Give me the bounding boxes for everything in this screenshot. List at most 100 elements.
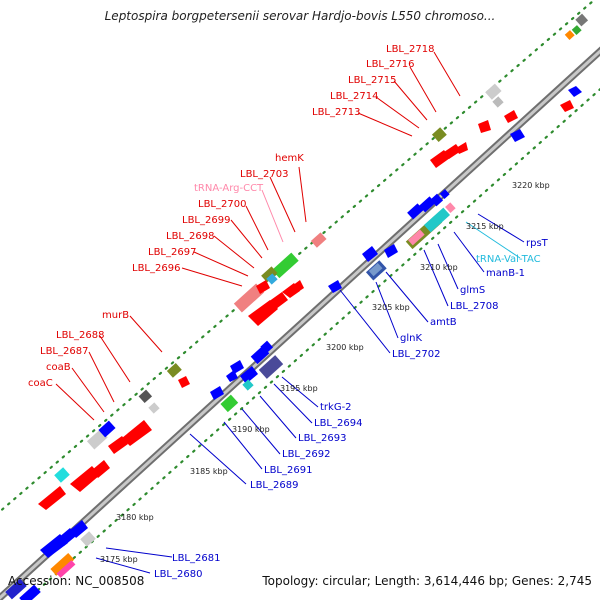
scale-labels: 3175 kbp 3180 kbp 3185 kbp 3190 kbp 3195… <box>100 181 550 564</box>
reverse-gene-arrow <box>362 246 378 262</box>
gene-label-LBL_2688[interactable]: LBL_2688 <box>56 330 104 341</box>
scale-label: 3205 kbp <box>372 303 410 312</box>
scale-label: 3190 kbp <box>232 425 270 434</box>
topology-summary: Topology: circular; Length: 3,614,446 bp… <box>262 574 592 588</box>
gene-label-LBL_2716[interactable]: LBL_2716 <box>366 59 414 70</box>
gene-arrow <box>504 110 518 123</box>
gene-label-LBL_2693[interactable]: LBL_2693 <box>298 433 346 444</box>
gene-arrow <box>122 420 152 446</box>
gene-label-LBL_2689[interactable]: LBL_2689 <box>250 480 298 491</box>
gene-label-LBL_2714[interactable]: LBL_2714 <box>330 91 378 102</box>
scale-label: 3200 kbp <box>326 343 364 352</box>
gene-box <box>571 25 582 35</box>
gene-box <box>368 263 383 277</box>
gene-box <box>310 232 327 248</box>
gene-label-glnK[interactable]: glnK <box>400 333 422 344</box>
gene-label-LBL_2694[interactable]: LBL_2694 <box>314 418 362 429</box>
gene-label-LBL_2681[interactable]: LBL_2681 <box>172 553 220 564</box>
gene-box <box>408 229 425 246</box>
gene-label-rpsT[interactable]: rpsT <box>526 238 549 249</box>
gene-box <box>5 578 27 600</box>
gene-label-LBL_2692[interactable]: LBL_2692 <box>282 449 330 460</box>
gene-box <box>233 283 265 313</box>
gene-label-LBL_2687[interactable]: LBL_2687 <box>40 346 88 357</box>
gene-arrow <box>248 300 278 326</box>
gene-label-LBL_2699[interactable]: LBL_2699 <box>182 215 230 226</box>
gene-arrow <box>256 280 270 294</box>
gene-box <box>80 531 96 547</box>
gene-label-amtB[interactable]: amtB <box>430 317 457 328</box>
gene-label-LBL_2718[interactable]: LBL_2718 <box>386 44 434 55</box>
gene-box <box>485 83 502 100</box>
scale-label: 3215 kbp <box>466 222 504 231</box>
reverse-tick-track <box>25 87 600 600</box>
gene-arrow <box>292 280 304 292</box>
gene-box <box>56 560 76 578</box>
gene-box <box>138 389 153 404</box>
gene-label-manB-1[interactable]: manB-1 <box>486 268 525 279</box>
gene-box <box>166 363 182 378</box>
gene-label-LBL_2696[interactable]: LBL_2696 <box>132 263 180 274</box>
gene-label-LBL_2702[interactable]: LBL_2702 <box>392 349 440 360</box>
scale-label: 3220 kbp <box>512 181 550 190</box>
gene-label-tRNA-Val-TAC[interactable]: tRNA-Val-TAC <box>476 254 541 265</box>
gene-box <box>258 355 284 379</box>
gene-label-glmS[interactable]: glmS <box>460 285 485 296</box>
gene-label-coaB[interactable]: coaB <box>46 362 71 373</box>
gene-box <box>50 552 75 576</box>
reverse-gene-arrow <box>226 370 238 382</box>
gene-label-LBL_2691[interactable]: LBL_2691 <box>264 465 312 476</box>
gene-arrow <box>560 100 574 112</box>
callout-lines <box>55 51 525 574</box>
backbone <box>0 46 600 600</box>
gene-arrow <box>178 376 190 388</box>
gene-arrow <box>478 120 491 133</box>
gene-label-LBL_2715[interactable]: LBL_2715 <box>348 75 396 86</box>
scale-label: 3180 kbp <box>116 513 154 522</box>
gene-box <box>266 273 278 285</box>
gene-box <box>439 189 450 199</box>
reverse-gene-arrow <box>70 520 88 538</box>
gene-label-trkG-2[interactable]: trkG-2 <box>320 402 352 413</box>
accession-label: Accession: NC_008508 <box>8 574 145 588</box>
reverse-gene-arrow <box>240 366 258 384</box>
gene-box <box>271 252 299 279</box>
gene-box <box>242 379 254 391</box>
gene-label-hemK[interactable]: hemK <box>275 153 304 164</box>
gene-label-murB[interactable]: murB <box>102 310 129 321</box>
gene-box <box>423 207 451 233</box>
gene-box <box>564 30 575 40</box>
forward-gene-labels: coaC coaB LBL_2687 LBL_2688 murB LBL_269… <box>28 44 434 389</box>
gene-label-LBL_2697[interactable]: LBL_2697 <box>148 247 196 258</box>
gene-label-LBL_2698[interactable]: LBL_2698 <box>166 231 214 242</box>
gene-label-LBL_2680[interactable]: LBL_2680 <box>154 569 202 580</box>
scale-label: 3185 kbp <box>190 467 228 476</box>
gene-box <box>430 193 444 207</box>
gene-box <box>431 127 447 143</box>
gene-arrow <box>456 142 468 154</box>
scale-label: 3210 kbp <box>420 263 458 272</box>
gene-label-coaC[interactable]: coaC <box>28 378 53 389</box>
gene-arrow <box>268 292 288 309</box>
scale-label: 3195 kbp <box>280 384 318 393</box>
gene-arrow <box>38 486 66 510</box>
reverse-gene-arrow <box>384 244 398 258</box>
reverse-gene-arrow <box>328 280 342 293</box>
reverse-gene-arrow <box>568 86 582 97</box>
gene-box <box>54 467 70 483</box>
gene-arrow <box>92 460 110 478</box>
reverse-gene-arrow <box>58 528 76 546</box>
gene-box <box>148 402 160 414</box>
gene-label-LBL_2703[interactable]: LBL_2703 <box>240 169 288 180</box>
reverse-gene-labels: LBL_2680 LBL_2681 LBL_2689 LBL_2691 LBL_… <box>154 238 549 580</box>
gene-label-tRNA-Arg-CCT[interactable]: tRNA-Arg-CCT <box>194 183 264 194</box>
gene-arrow <box>430 150 450 168</box>
gene-label-LBL_2700[interactable]: LBL_2700 <box>198 199 246 210</box>
gene-arrow <box>70 466 100 492</box>
gene-features <box>5 13 589 600</box>
scale-label: 3175 kbp <box>100 555 138 564</box>
gene-label-LBL_2708[interactable]: LBL_2708 <box>450 301 498 312</box>
gene-label-LBL_2713[interactable]: LBL_2713 <box>312 107 360 118</box>
